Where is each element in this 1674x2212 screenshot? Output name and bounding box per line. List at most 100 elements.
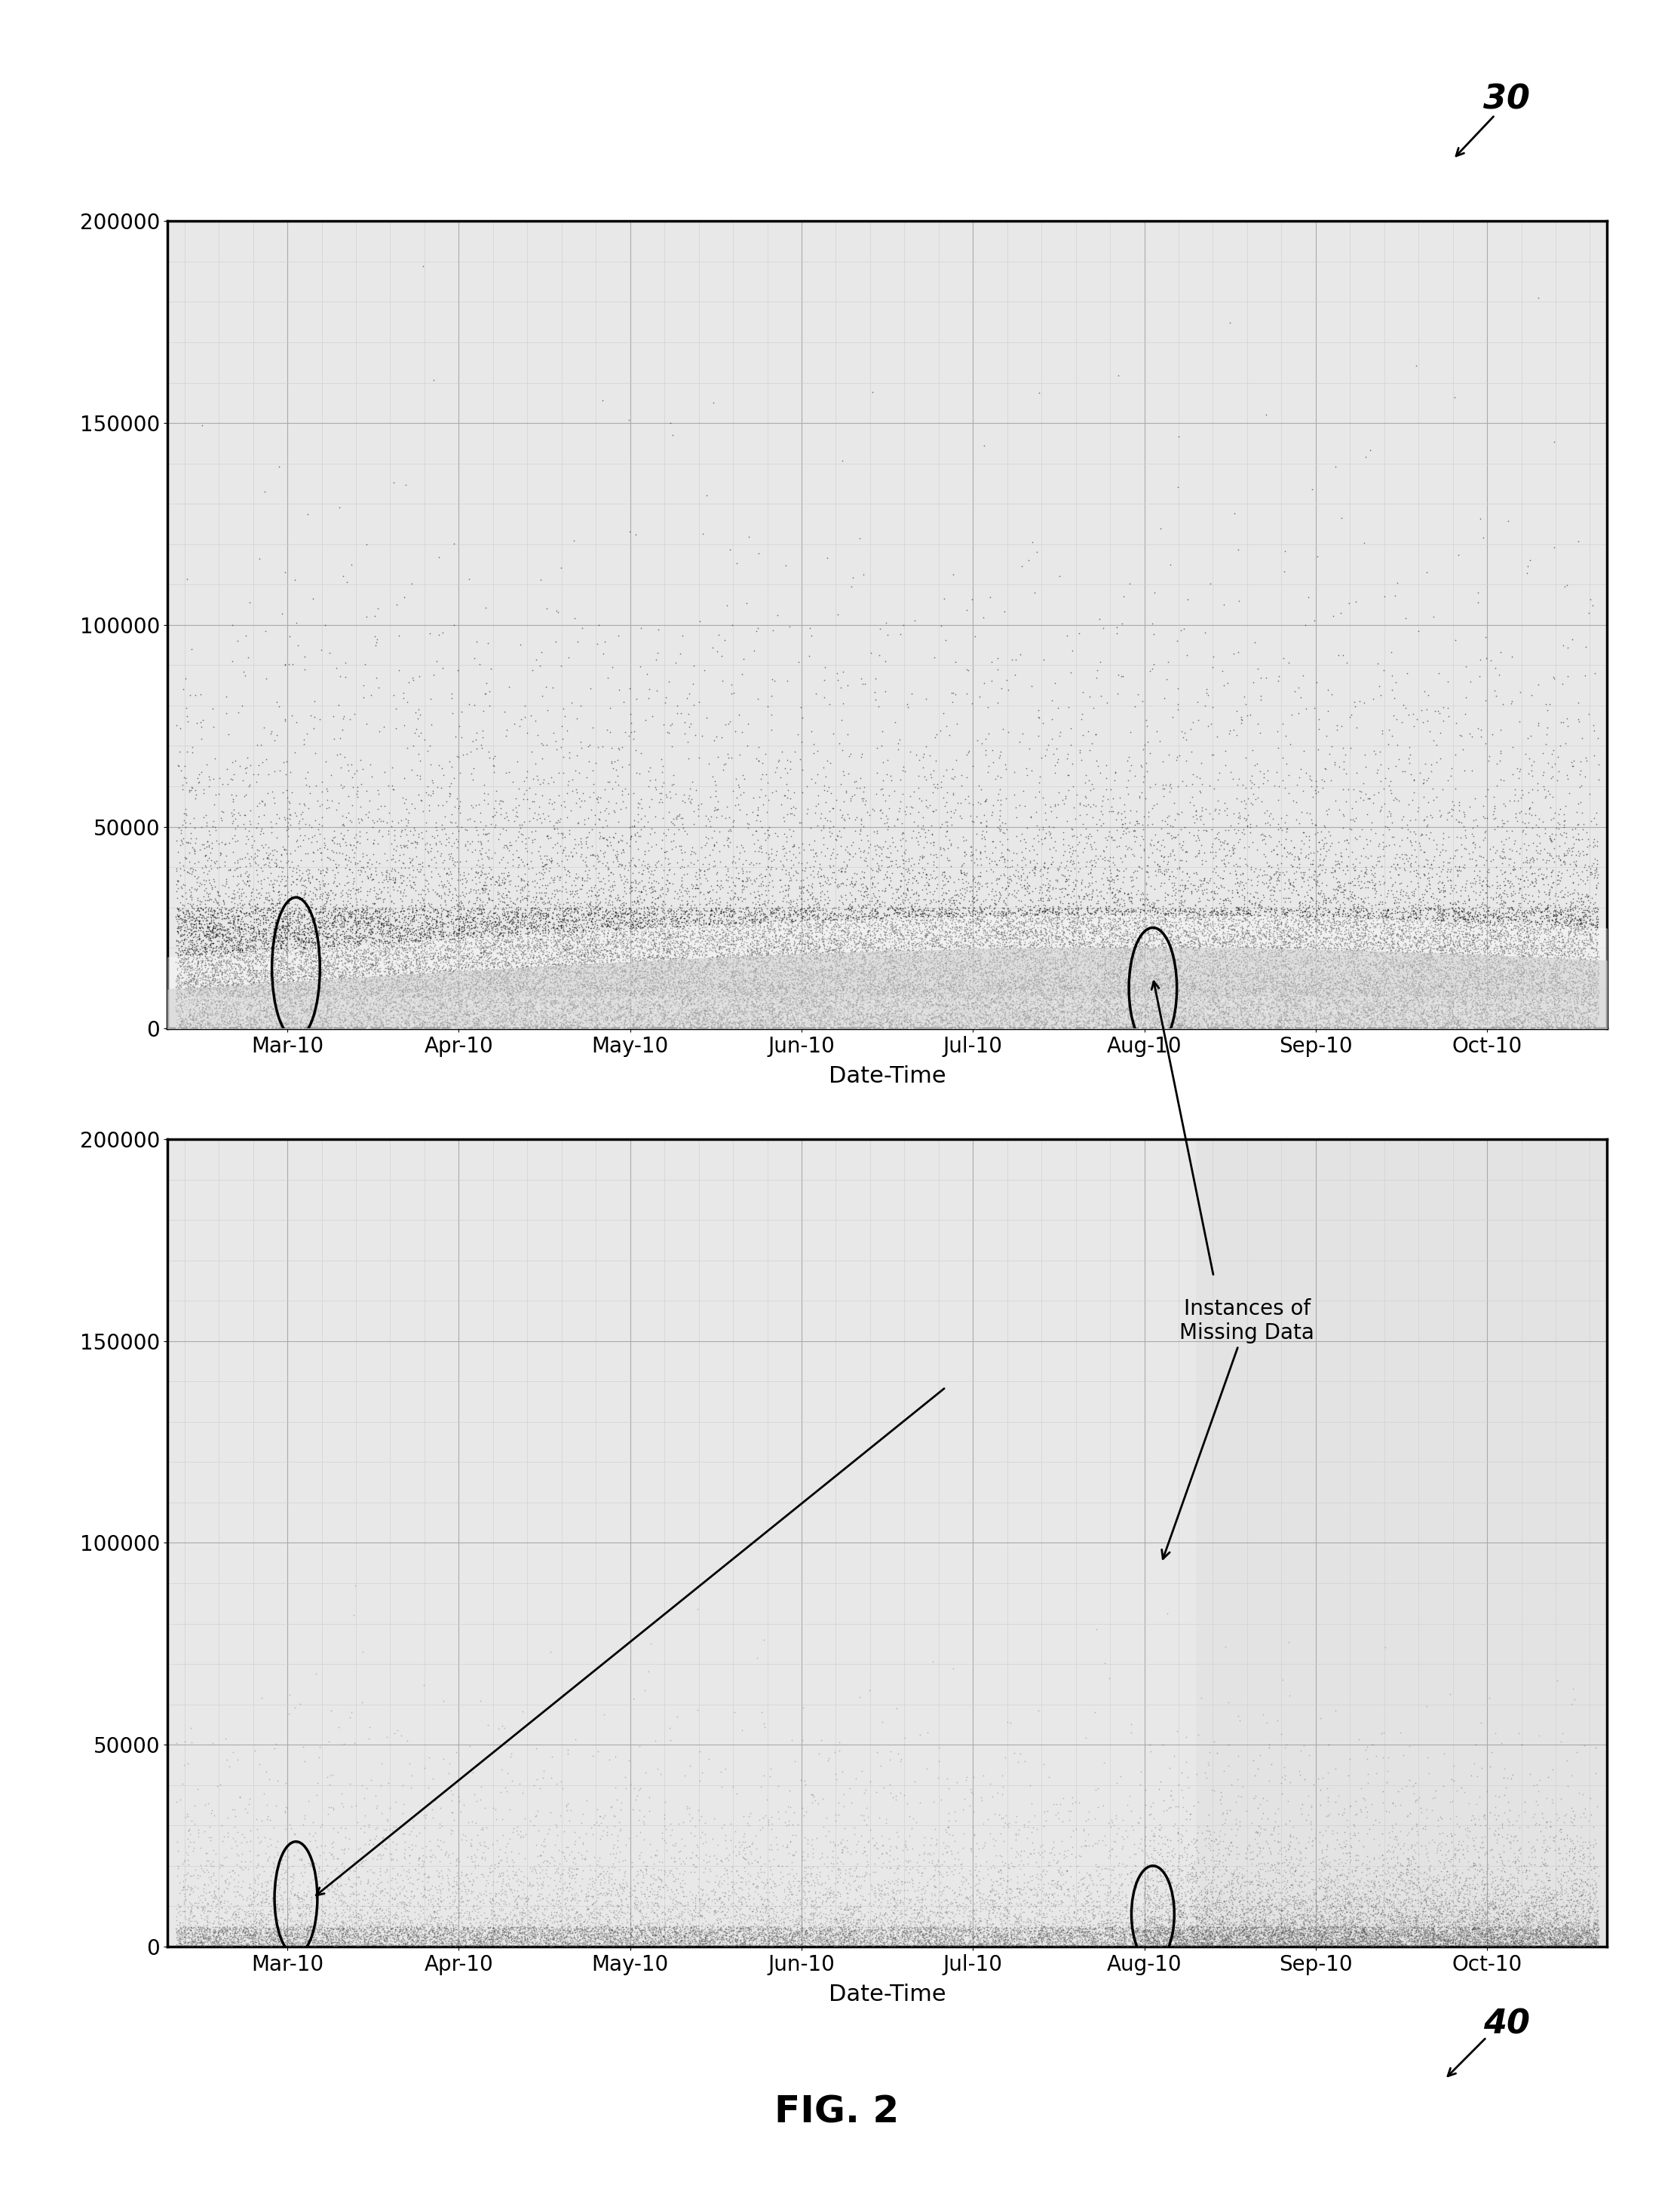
Point [1152,995,1178,1031]
Point [1107,980,1133,1015]
Point [849,902,876,938]
Point [186,991,213,1026]
Point [1143,902,1170,938]
Point [1543,998,1570,1033]
Point [208,951,234,987]
Point [434,938,460,973]
Point [855,1876,882,1911]
Point [1219,1000,1245,1035]
Point [653,834,680,869]
Point [907,838,934,874]
Point [464,1818,490,1854]
Point [551,1851,578,1887]
Point [604,1909,631,1944]
Point [1358,958,1384,993]
Point [485,958,512,993]
Point [1329,1011,1356,1046]
Point [613,1920,639,1955]
Point [1339,1011,1366,1046]
Point [1180,931,1207,967]
Point [1055,998,1081,1033]
Point [1307,971,1334,1006]
Point [730,872,757,907]
Point [445,1896,472,1931]
Point [1023,967,1050,1002]
Point [1560,933,1587,969]
Point [281,896,308,931]
Point [1272,956,1299,991]
Point [1446,1011,1473,1046]
Point [383,1009,410,1044]
Point [691,949,718,984]
Point [1346,971,1373,1006]
Point [628,1011,655,1046]
Point [852,1009,879,1044]
Point [1076,991,1103,1026]
Point [887,1776,914,1812]
Point [1210,1920,1237,1955]
Point [388,947,415,982]
Point [1553,1924,1580,1960]
Point [825,949,852,984]
Point [1180,1863,1207,1898]
Point [259,1891,286,1927]
Point [305,989,331,1024]
Point [1371,922,1398,958]
Point [375,1893,402,1929]
Point [668,1893,695,1929]
Point [693,1004,720,1040]
Point [1014,1000,1041,1035]
Point [634,1918,661,1953]
Point [1513,1909,1540,1944]
Point [1445,1880,1471,1916]
Point [909,964,936,1000]
Point [1446,1845,1473,1880]
Point [405,922,432,958]
Point [596,1011,623,1046]
Point [1247,945,1274,980]
Point [1284,916,1311,951]
Point [1207,1902,1234,1938]
Point [835,938,862,973]
Point [1178,951,1205,987]
Point [281,991,308,1026]
Point [1269,1924,1296,1960]
Point [584,936,611,971]
Point [1060,927,1086,962]
Point [1497,1880,1523,1916]
Point [179,938,206,973]
Point [1473,1913,1500,1949]
Point [1443,1924,1470,1960]
Point [706,1869,733,1905]
Point [623,885,650,920]
Point [383,1869,410,1905]
Point [638,971,665,1006]
Point [1267,1009,1294,1044]
Point [1396,1880,1423,1916]
Point [405,1896,432,1931]
Point [1008,883,1035,918]
Point [532,991,559,1026]
Point [763,945,790,980]
Point [715,995,742,1031]
Point [1569,984,1595,1020]
Point [1147,909,1173,945]
Point [390,956,417,991]
Point [1478,982,1505,1018]
Point [253,1922,280,1958]
Point [1353,967,1379,1002]
Point [1523,916,1550,951]
Point [1319,1922,1346,1958]
Point [958,905,984,940]
Point [1371,907,1398,942]
Point [996,1011,1023,1046]
Point [1142,991,1168,1026]
Point [711,1918,738,1953]
Point [934,907,961,942]
Point [336,980,363,1015]
Point [174,991,201,1026]
Point [1528,945,1555,980]
Point [1505,971,1532,1006]
Point [1461,907,1488,942]
Point [1572,940,1599,975]
